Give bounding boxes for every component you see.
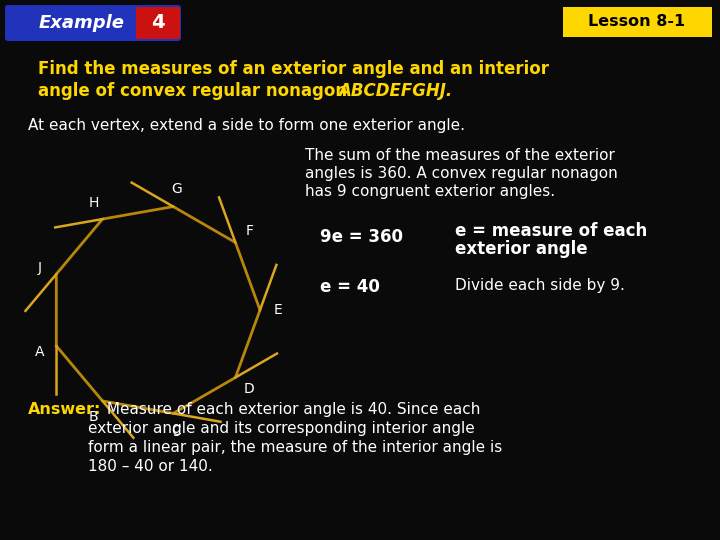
Text: A: A: [35, 345, 44, 359]
Text: Find the measures of an exterior angle and an interior: Find the measures of an exterior angle a…: [38, 60, 549, 78]
Text: Divide each side by 9.: Divide each side by 9.: [455, 278, 625, 293]
Text: The sum of the measures of the exterior: The sum of the measures of the exterior: [305, 148, 615, 163]
Text: H: H: [89, 197, 99, 211]
Text: F: F: [246, 224, 253, 238]
Text: angle of convex regular nonagon: angle of convex regular nonagon: [38, 82, 353, 100]
Text: Lesson 8-1: Lesson 8-1: [588, 15, 685, 30]
Text: Example: Example: [39, 14, 125, 32]
Text: form a linear pair, the measure of the interior angle is: form a linear pair, the measure of the i…: [88, 440, 503, 455]
Text: has 9 congruent exterior angles.: has 9 congruent exterior angles.: [305, 184, 555, 199]
Text: Measure of each exterior angle is 40. Since each: Measure of each exterior angle is 40. Si…: [102, 402, 480, 417]
Text: e = 40: e = 40: [320, 278, 380, 296]
FancyBboxPatch shape: [563, 7, 712, 37]
Text: exterior angle: exterior angle: [455, 240, 588, 258]
FancyBboxPatch shape: [5, 5, 181, 41]
Text: e = measure of each: e = measure of each: [455, 222, 647, 240]
Text: D: D: [244, 382, 255, 396]
Text: B: B: [89, 409, 99, 423]
Text: C: C: [171, 424, 181, 438]
Text: ABCDEFGHJ.: ABCDEFGHJ.: [338, 82, 452, 100]
Text: angles is 360. A convex regular nonagon: angles is 360. A convex regular nonagon: [305, 166, 618, 181]
Text: Answer:: Answer:: [28, 402, 102, 417]
Text: exterior angle and its corresponding interior angle: exterior angle and its corresponding int…: [88, 421, 474, 436]
Text: 180 – 40 or 140.: 180 – 40 or 140.: [88, 459, 212, 474]
Text: E: E: [274, 303, 282, 317]
Text: 9e = 360: 9e = 360: [320, 228, 403, 246]
Text: J: J: [37, 261, 42, 275]
FancyBboxPatch shape: [136, 7, 180, 39]
Text: G: G: [171, 182, 181, 196]
Text: 4: 4: [151, 14, 165, 32]
Text: At each vertex, extend a side to form one exterior angle.: At each vertex, extend a side to form on…: [28, 118, 465, 133]
